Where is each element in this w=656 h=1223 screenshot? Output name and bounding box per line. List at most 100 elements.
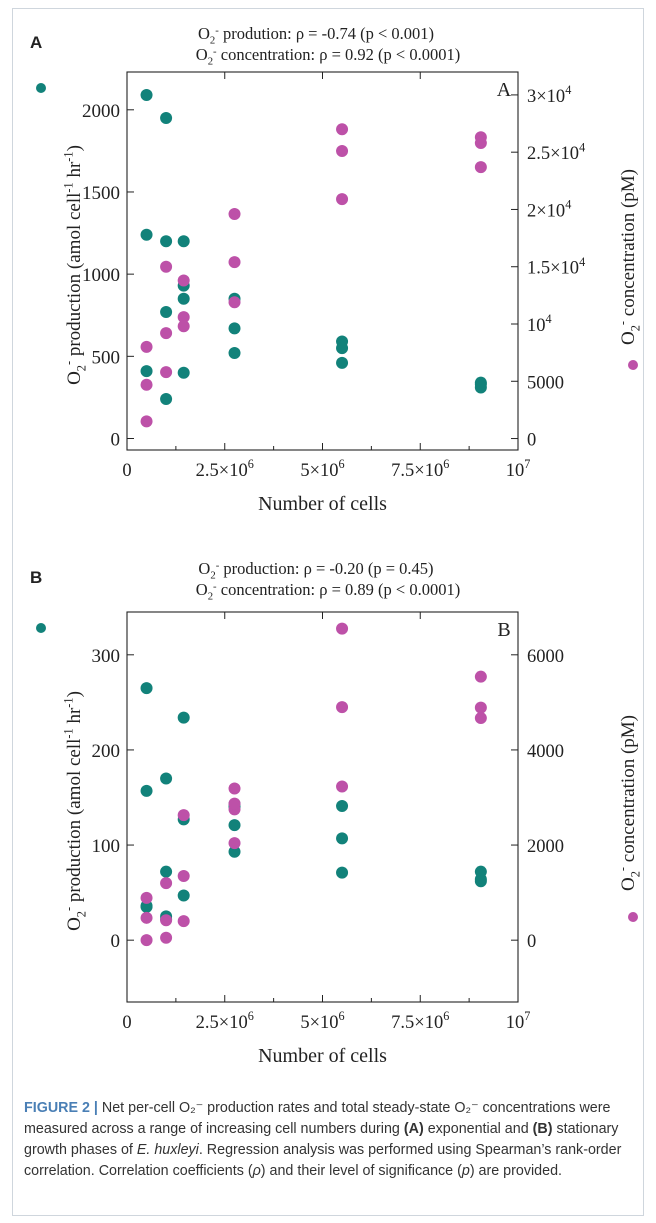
concentration-point (336, 780, 349, 793)
concentration-legend-marker (628, 360, 638, 370)
concentration-point (160, 327, 173, 340)
concentration-point (336, 622, 349, 635)
y-right-axis-label-text: O2- concentration (pM) (615, 169, 642, 345)
caption-text: Net per-cell (97, 1100, 179, 1116)
caption-rho: ρ (252, 1163, 261, 1179)
y-right-axis-label: O2- concentration (pM) (615, 169, 642, 345)
production-point (140, 89, 153, 102)
production-legend-marker (36, 83, 46, 93)
x-axis-label: Number of cells (258, 493, 387, 515)
caption-panel-a: (A) (403, 1121, 424, 1137)
chart-title-line: O2- concentration: ρ = 0.89 (p < 0.0001) (196, 580, 460, 603)
concentration-point (160, 931, 173, 944)
concentration-point (177, 869, 190, 882)
concentration-point (140, 911, 153, 924)
x-tick-label: 2.5×106 (196, 457, 254, 481)
production-point (140, 365, 153, 378)
production-point (140, 682, 153, 695)
production-point (228, 347, 241, 360)
y-right-tick-label: 2000 (527, 837, 564, 857)
concentration-point (177, 274, 190, 287)
x-tick-label: 107 (506, 457, 531, 481)
y-left-axis-label-text: O2- production (amol cell-1 hr-1) (61, 145, 88, 385)
production-legend-marker (36, 623, 46, 633)
production-point (336, 800, 349, 813)
y-right-tick-label: 4000 (527, 742, 564, 762)
y-right-tick-label: 5000 (527, 373, 564, 393)
concentration-point (140, 415, 153, 428)
production-point (160, 235, 173, 248)
production-point (336, 342, 349, 355)
concentration-point (177, 809, 190, 822)
y-left-tick-label: 500 (92, 347, 121, 368)
production-point (160, 865, 173, 878)
x-tick-label: 0 (122, 1013, 131, 1033)
production-point (160, 393, 173, 406)
chart-title-line: O2- production: ρ = -0.20 (p = 0.45) (198, 559, 433, 582)
concentration-point (474, 701, 487, 714)
caption-ion: O₂⁻ (454, 1100, 479, 1116)
y-left-axis-label: O2- production (amol cell-1 hr-1) (61, 145, 88, 385)
panel-label: B (30, 568, 42, 587)
y-left-tick-label: 300 (92, 646, 121, 667)
production-point (140, 784, 153, 797)
x-tick-label: 5×106 (300, 457, 344, 481)
production-point (160, 305, 173, 318)
concentration-point (474, 161, 487, 174)
production-point (160, 112, 173, 125)
production-point (336, 832, 349, 845)
caption-species: E. huxleyi (136, 1142, 199, 1158)
caption-ion: O₂⁻ (178, 1100, 204, 1116)
concentration-point (140, 340, 153, 353)
production-point (474, 381, 487, 394)
production-point (140, 228, 153, 241)
production-point (177, 711, 190, 724)
caption-text: ) are provided. (469, 1163, 562, 1179)
concentration-point (177, 915, 190, 928)
production-point (228, 845, 241, 858)
x-tick-label: 107 (506, 1009, 531, 1033)
x-tick-label: 7.5×106 (391, 457, 449, 481)
concentration-point (474, 137, 487, 150)
caption-text: concentrations were measured across a ra… (24, 1100, 611, 1137)
concentration-point (177, 311, 190, 324)
y-right-tick-label: 1.5×104 (527, 255, 585, 279)
caption-text: stationary growth phases of (24, 1121, 619, 1158)
plot-frame (126, 71, 519, 451)
production-point (336, 356, 349, 369)
y-right-axis-label-text: O2- concentration (pM) (615, 715, 642, 891)
caption-text: production rates and total steady-state (203, 1100, 455, 1116)
y-left-tick-label: 0 (111, 429, 121, 450)
concentration-point (228, 296, 241, 309)
y-left-tick-label: 1000 (82, 265, 120, 286)
concentration-point (336, 193, 349, 206)
caption-panel-b: (B) (532, 1121, 553, 1137)
production-point (160, 772, 173, 785)
y-right-tick-label: 6000 (527, 647, 564, 667)
x-tick-label: 7.5×106 (391, 1009, 449, 1033)
y-left-axis-label-text: O2- production (amol cell-1 hr-1) (61, 691, 88, 931)
x-tick-label: 5×106 (300, 1009, 344, 1033)
x-tick-label: 2.5×106 (196, 1009, 254, 1033)
y-right-axis-label: O2- concentration (pM) (615, 715, 642, 891)
panel-label: A (30, 33, 42, 52)
concentration-point (160, 914, 173, 927)
x-axis-label: Number of cells (258, 1045, 387, 1067)
production-point (336, 866, 349, 879)
figure-caption: FIGURE 2 | Net per-cell O₂⁻ production r… (24, 1098, 636, 1182)
y-right-tick-label: 0 (527, 932, 536, 952)
y-right-tick-label: 104 (527, 312, 552, 336)
figure-charts: A O2- prodution: ρ = -0.74 (p < 0.001) O2-… (30, 24, 643, 1067)
y-right-tick-label: 0 (527, 431, 536, 451)
y-right-tick-label: 2.5×104 (527, 140, 585, 164)
production-point (177, 366, 190, 379)
production-point (228, 819, 241, 832)
y-left-tick-label: 0 (111, 931, 121, 952)
plot-frame (126, 611, 519, 1003)
inset-panel-label: A (497, 79, 512, 101)
caption-text: . Regression analysis was performed usin… (24, 1142, 622, 1179)
chart-title-line: O2- prodution: ρ = -0.74 (p < 0.001) (198, 24, 434, 47)
concentration-point (228, 782, 241, 795)
y-left-tick-label: 100 (92, 836, 121, 857)
